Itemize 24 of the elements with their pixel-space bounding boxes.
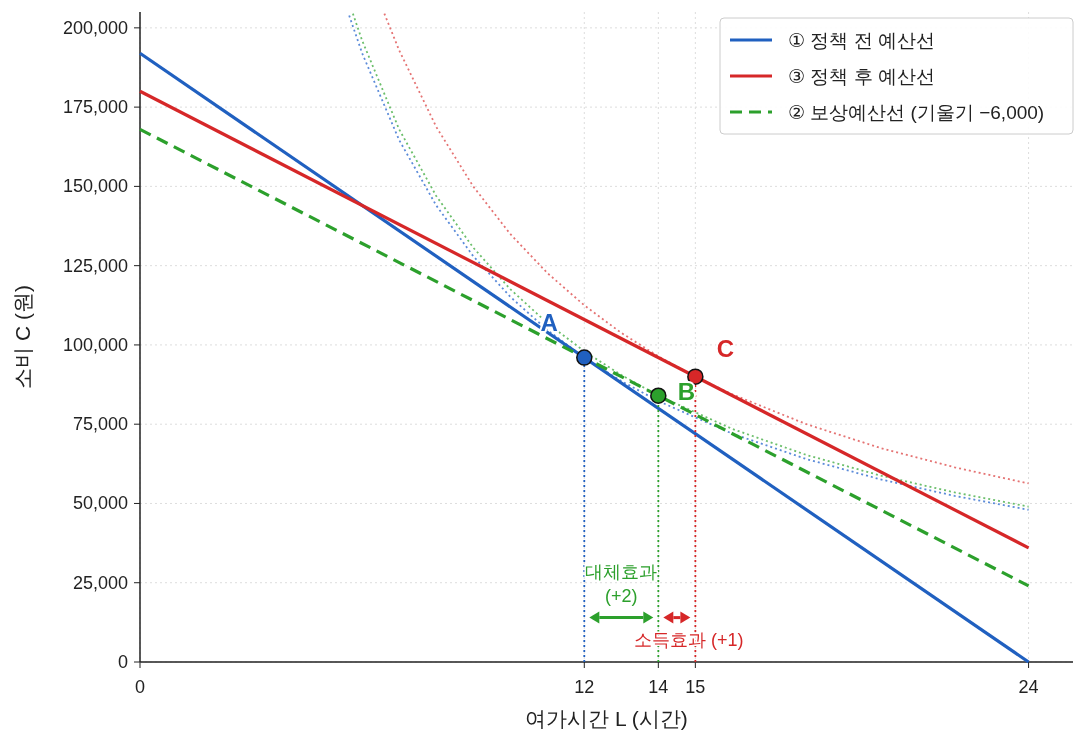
- y-tick-label: 125,000: [62, 255, 128, 276]
- legend-label: ① 정책 전 예산선: [788, 30, 935, 51]
- annotation: B: [677, 377, 696, 405]
- y-tick-label: 50,000: [72, 493, 128, 514]
- y-axis-title: 소비 C (원): [11, 285, 34, 389]
- annotation: 소득효과 (+1): [634, 629, 744, 650]
- annotation: A: [540, 308, 558, 336]
- y-tick-label: 25,000: [72, 572, 128, 593]
- x-tick-label: 12: [574, 677, 595, 697]
- x-tick-label: 14: [648, 677, 669, 697]
- x-tick-label: 15: [685, 677, 706, 697]
- y-tick-label: 75,000: [72, 414, 128, 435]
- x-tick-label: 0: [134, 677, 146, 697]
- x-tick-label: 24: [1018, 677, 1039, 697]
- legend-label: ② 보상예산선 (기울기 −6,000): [788, 102, 1045, 123]
- y-tick-label: 100,000: [62, 334, 128, 355]
- legend-label: ③ 정책 후 예산선: [788, 66, 935, 87]
- annotation: 대체효과 (+2): [585, 561, 658, 606]
- x-axis-title: 여가시간 L (시간): [525, 707, 688, 730]
- y-tick-label: 175,000: [62, 97, 128, 118]
- y-tick-label: 0: [117, 652, 128, 672]
- y-tick-label: 150,000: [62, 176, 128, 197]
- y-tick-label: 200,000: [62, 17, 128, 38]
- annotation: C: [716, 334, 735, 362]
